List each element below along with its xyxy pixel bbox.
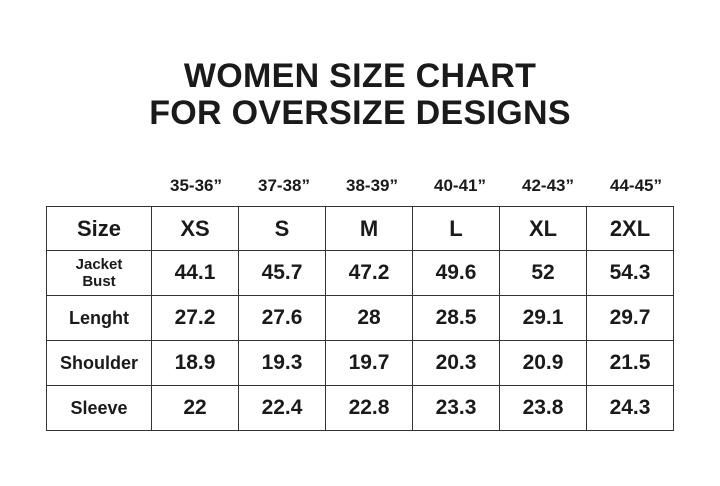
row-label: Jacket Bust — [46, 250, 152, 296]
value-cell: 47.2 — [325, 250, 413, 296]
value-cell: 45.7 — [238, 250, 326, 296]
table-row: Lenght 27.2 27.6 28 28.5 29.1 29.7 — [46, 295, 674, 341]
value-cell: 28.5 — [412, 295, 500, 341]
size-cell: 2XL — [586, 206, 674, 251]
size-cell: XS — [151, 206, 239, 251]
table-row: Jacket Bust 44.1 45.7 47.2 49.6 52 54.3 — [46, 250, 674, 296]
value-cell: 21.5 — [586, 340, 674, 386]
value-cell: 18.9 — [151, 340, 239, 386]
bust-range: 44-45” — [610, 176, 662, 195]
bust-range: 42-43” — [522, 176, 574, 195]
value-cell: 19.3 — [238, 340, 326, 386]
value-cell: 29.7 — [586, 295, 674, 341]
size-table: Size XS S M L XL 2XL Jacket Bust 44.1 45.… — [46, 206, 674, 431]
value-cell: 22.4 — [238, 385, 326, 431]
size-cell: XL — [499, 206, 587, 251]
title-line-2: FOR OVERSIZE DESIGNS — [149, 94, 571, 132]
bust-range: 37-38” — [258, 176, 310, 195]
bust-range: 38-39” — [346, 176, 398, 195]
value-cell: 29.1 — [499, 295, 587, 341]
value-cell: 49.6 — [412, 250, 500, 296]
row-label: Shoulder — [46, 340, 152, 386]
value-cell: 44.1 — [151, 250, 239, 296]
value-cell: 22 — [151, 385, 239, 431]
value-cell: 27.6 — [238, 295, 326, 341]
size-cell: L — [412, 206, 500, 251]
table-header-row: Size XS S M L XL 2XL — [46, 206, 674, 251]
value-cell: 19.7 — [325, 340, 413, 386]
header-label: Size — [46, 206, 152, 251]
size-cell: S — [238, 206, 326, 251]
table-row: Sleeve 22 22.4 22.8 23.3 23.8 24.3 — [46, 385, 674, 431]
value-cell: 22.8 — [325, 385, 413, 431]
value-cell: 20.3 — [412, 340, 500, 386]
value-cell: 23.3 — [412, 385, 500, 431]
bust-ranges: 35-36” 37-38” 38-39” 40-41” 42-43” 44-45… — [152, 176, 680, 196]
value-cell: 28 — [325, 295, 413, 341]
chart-title: WOMEN SIZE CHART FOR OVERSIZE DESIGNS — [0, 58, 720, 132]
row-label: Lenght — [46, 295, 152, 341]
value-cell: 23.8 — [499, 385, 587, 431]
value-cell: 27.2 — [151, 295, 239, 341]
value-cell: 52 — [499, 250, 587, 296]
value-cell: 54.3 — [586, 250, 674, 296]
row-label: Sleeve — [46, 385, 152, 431]
title-line-1: WOMEN SIZE CHART — [183, 57, 537, 95]
row-label-line: Bust — [82, 273, 116, 290]
table-row: Shoulder 18.9 19.3 19.7 20.3 20.9 21.5 — [46, 340, 674, 386]
value-cell: 20.9 — [499, 340, 587, 386]
bust-range: 35-36” — [170, 176, 222, 195]
value-cell: 24.3 — [586, 385, 674, 431]
row-label-line: Jacket — [75, 256, 123, 273]
size-cell: M — [325, 206, 413, 251]
bust-range: 40-41” — [434, 176, 486, 195]
